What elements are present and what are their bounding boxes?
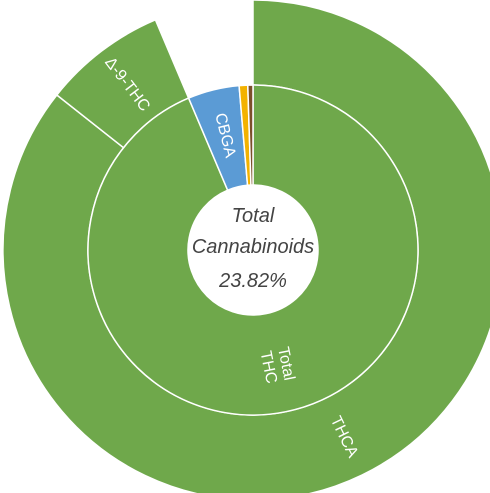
center-hole (188, 185, 318, 315)
center-title-line2: Cannabinoids (192, 236, 314, 258)
center-title-line1: Total (232, 205, 275, 227)
center-value: 23.82% (218, 270, 287, 292)
inner-total-thc-label: TotalTHC (256, 346, 297, 386)
